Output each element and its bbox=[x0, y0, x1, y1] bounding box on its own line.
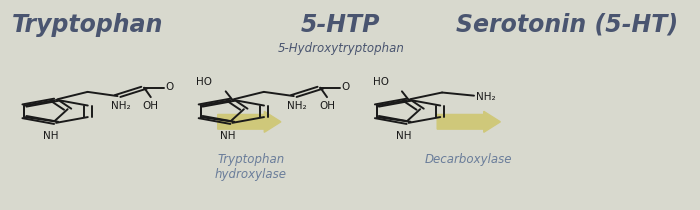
Text: OH: OH bbox=[143, 101, 159, 111]
Text: NH₂: NH₂ bbox=[287, 101, 307, 111]
Text: HO: HO bbox=[372, 77, 389, 87]
Text: Serotonin (5-HT): Serotonin (5-HT) bbox=[456, 13, 678, 37]
Text: O: O bbox=[342, 82, 350, 92]
Text: Decarboxylase: Decarboxylase bbox=[425, 153, 512, 166]
Text: NH₂: NH₂ bbox=[111, 101, 131, 111]
FancyArrow shape bbox=[218, 111, 281, 132]
Text: NH₂: NH₂ bbox=[476, 92, 496, 102]
Text: 5-Hydroxytryptophan: 5-Hydroxytryptophan bbox=[277, 42, 404, 55]
Text: NH: NH bbox=[220, 131, 235, 141]
Text: OH: OH bbox=[319, 101, 335, 111]
Text: Tryptophan
hydroxylase: Tryptophan hydroxylase bbox=[215, 153, 287, 181]
Text: HO: HO bbox=[197, 77, 212, 87]
FancyArrow shape bbox=[438, 111, 500, 132]
Text: O: O bbox=[165, 82, 174, 92]
Text: NH: NH bbox=[395, 131, 412, 141]
Text: 5-HTP: 5-HTP bbox=[301, 13, 381, 37]
Text: NH: NH bbox=[43, 131, 59, 141]
Text: Tryptophan: Tryptophan bbox=[13, 13, 164, 37]
